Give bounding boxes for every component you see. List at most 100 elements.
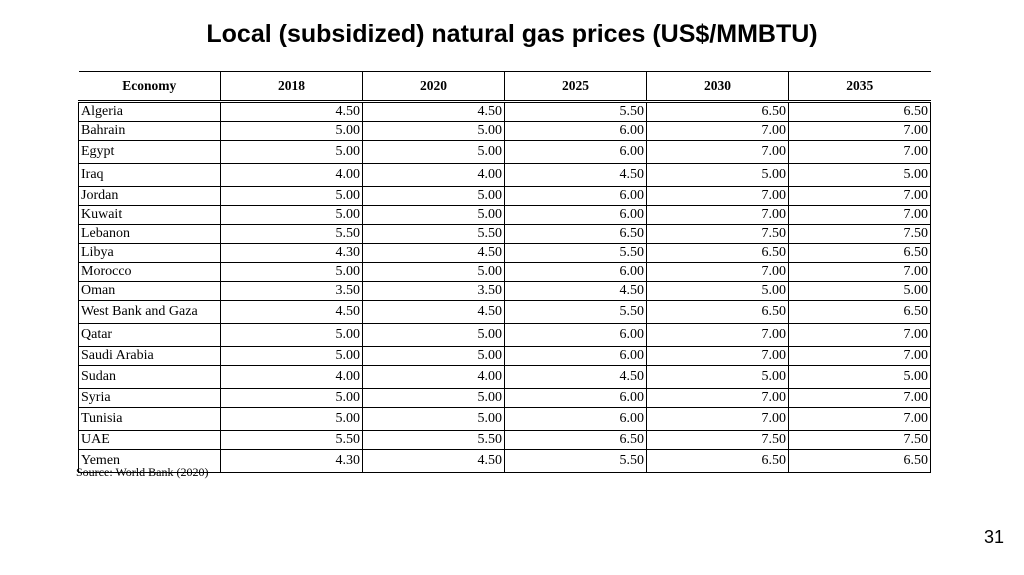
price-cell: 4.00 bbox=[220, 163, 363, 187]
price-cell: 4.50 bbox=[362, 101, 505, 122]
price-cell: 4.50 bbox=[220, 300, 363, 324]
page-number: 31 bbox=[983, 527, 1004, 547]
price-cell: 7.00 bbox=[646, 205, 789, 225]
price-cell: 4.50 bbox=[362, 243, 505, 263]
price-cell: 5.00 bbox=[362, 407, 505, 431]
price-cell: 3.50 bbox=[362, 281, 505, 301]
price-cell: 7.50 bbox=[788, 430, 931, 450]
price-cell: 5.00 bbox=[362, 205, 505, 225]
price-cell: 7.00 bbox=[646, 262, 789, 282]
price-cell: 6.50 bbox=[788, 300, 931, 324]
economy-name-cell: Libya bbox=[78, 243, 221, 263]
price-cell: 5.00 bbox=[788, 163, 931, 187]
price-cell: 7.00 bbox=[788, 186, 931, 206]
price-cell: 7.00 bbox=[788, 323, 931, 347]
table-row: Saudi Arabia 5.00 5.00 6.00 7.00 7.00 bbox=[78, 346, 931, 366]
price-cell: 4.00 bbox=[362, 365, 505, 389]
price-cell: 6.50 bbox=[504, 224, 647, 244]
price-cell: 6.50 bbox=[504, 430, 647, 450]
column-header-economy: Economy bbox=[78, 71, 221, 103]
price-cell: 6.00 bbox=[504, 205, 647, 225]
table-row: Syria 5.00 5.00 6.00 7.00 7.00 bbox=[78, 388, 931, 408]
economy-name-cell: Syria bbox=[78, 388, 221, 408]
slide-title: Local (subsidized) natural gas prices (U… bbox=[206, 20, 818, 48]
price-cell: 5.00 bbox=[788, 365, 931, 389]
price-cell: 5.00 bbox=[362, 388, 505, 408]
table-row: Lebanon 5.50 5.50 6.50 7.50 7.50 bbox=[78, 224, 931, 244]
table-row: Jordan 5.00 5.00 6.00 7.00 7.00 bbox=[78, 186, 931, 206]
price-cell: 6.00 bbox=[504, 140, 647, 164]
price-cell: 6.00 bbox=[504, 407, 647, 431]
source-note: Source: World Bank (2020) bbox=[76, 465, 209, 479]
price-cell: 6.50 bbox=[646, 300, 789, 324]
price-cell: 5.50 bbox=[220, 224, 363, 244]
price-cell: 6.00 bbox=[504, 121, 647, 141]
price-cell: 6.00 bbox=[504, 323, 647, 347]
price-cell: 3.50 bbox=[220, 281, 363, 301]
price-cell: 7.50 bbox=[646, 430, 789, 450]
price-cell: 6.50 bbox=[646, 449, 789, 473]
economy-name-cell: Morocco bbox=[78, 262, 221, 282]
price-cell: 4.50 bbox=[362, 300, 505, 324]
table-row: UAE 5.50 5.50 6.50 7.50 7.50 bbox=[78, 430, 931, 450]
economy-name-cell: Sudan bbox=[78, 365, 221, 389]
economy-name-cell: Yemen bbox=[78, 449, 221, 473]
economy-name-cell: West Bank and Gaza bbox=[78, 300, 221, 324]
price-cell: 5.00 bbox=[362, 346, 505, 366]
table-row: Oman 3.50 3.50 4.50 5.00 5.00 bbox=[78, 281, 931, 301]
price-cell: 6.50 bbox=[646, 243, 789, 263]
price-cell: 4.30 bbox=[220, 243, 363, 263]
price-cell: 5.00 bbox=[220, 388, 363, 408]
price-cell: 5.00 bbox=[646, 365, 789, 389]
table-row: West Bank and Gaza 4.50 4.50 5.50 6.50 6.50 bbox=[78, 300, 931, 324]
price-cell: 7.00 bbox=[788, 346, 931, 366]
table-row: Yemen 4.30 4.50 5.50 6.50 6.50 bbox=[78, 449, 931, 473]
price-cell: 7.50 bbox=[646, 224, 789, 244]
economy-name-cell: Bahrain bbox=[78, 121, 221, 141]
price-cell: 5.00 bbox=[220, 346, 363, 366]
table-row: Bahrain 5.00 5.00 6.00 7.00 7.00 bbox=[78, 121, 931, 141]
price-cell: 4.50 bbox=[504, 365, 647, 389]
price-cell: 5.00 bbox=[220, 323, 363, 347]
price-cell: 5.00 bbox=[362, 323, 505, 347]
table-row: Libya 4.30 4.50 5.50 6.50 6.50 bbox=[78, 243, 931, 263]
price-cell: 5.00 bbox=[220, 205, 363, 225]
price-cell: 4.00 bbox=[220, 365, 363, 389]
economy-name-cell: Algeria bbox=[78, 101, 221, 122]
price-cell: 5.50 bbox=[504, 243, 647, 263]
price-cell: 5.50 bbox=[362, 430, 505, 450]
price-cell: 5.50 bbox=[504, 101, 647, 122]
price-cell: 5.00 bbox=[220, 121, 363, 141]
price-cell: 6.00 bbox=[504, 262, 647, 282]
price-cell: 5.50 bbox=[362, 224, 505, 244]
price-cell: 5.50 bbox=[220, 430, 363, 450]
price-cell: 6.50 bbox=[788, 101, 931, 122]
price-cell: 4.30 bbox=[220, 449, 363, 473]
economy-name-cell: UAE bbox=[78, 430, 221, 450]
column-header-2035: 2035 bbox=[788, 71, 931, 103]
price-cell: 7.00 bbox=[788, 262, 931, 282]
column-header-2018: 2018 bbox=[220, 71, 363, 103]
price-cell: 7.00 bbox=[646, 323, 789, 347]
price-cell: 6.00 bbox=[504, 186, 647, 206]
table-row: Morocco 5.00 5.00 6.00 7.00 7.00 bbox=[78, 262, 931, 282]
price-cell: 5.00 bbox=[362, 186, 505, 206]
price-cell: 5.00 bbox=[646, 163, 789, 187]
table-row: Tunisia 5.00 5.00 6.00 7.00 7.00 bbox=[78, 407, 931, 431]
economy-name-cell: Oman bbox=[78, 281, 221, 301]
price-cell: 6.50 bbox=[646, 101, 789, 122]
column-header-2025: 2025 bbox=[504, 71, 647, 103]
price-cell: 5.00 bbox=[362, 262, 505, 282]
price-cell: 4.50 bbox=[362, 449, 505, 473]
price-cell: 7.00 bbox=[788, 140, 931, 164]
price-cell: 4.50 bbox=[220, 101, 363, 122]
economy-name-cell: Egypt bbox=[78, 140, 221, 164]
economy-name-cell: Tunisia bbox=[78, 407, 221, 431]
price-cell: 7.00 bbox=[646, 346, 789, 366]
table-body: Algeria 4.50 4.50 5.50 6.50 6.50 Bahrain 5.00 5.… bbox=[78, 101, 931, 473]
table-row: Kuwait 5.00 5.00 6.00 7.00 7.00 bbox=[78, 205, 931, 225]
price-cell: 5.00 bbox=[362, 121, 505, 141]
table-row: Iraq 4.00 4.00 4.50 5.00 5.00 bbox=[78, 163, 931, 187]
price-cell: 5.00 bbox=[788, 281, 931, 301]
economy-name-cell: Saudi Arabia bbox=[78, 346, 221, 366]
